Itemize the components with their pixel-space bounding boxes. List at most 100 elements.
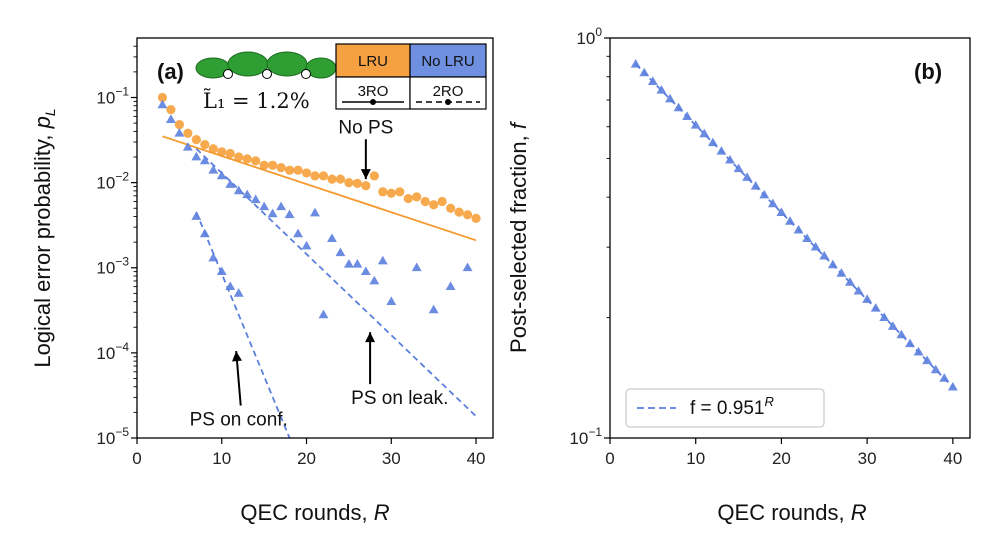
panel-a-y-label: Logical error probability, pL xyxy=(30,108,58,367)
panel-b-x-ticks: 0 10 20 30 40 xyxy=(605,438,962,468)
data-point xyxy=(462,262,473,272)
qubit-chain-icon xyxy=(195,51,337,79)
panel-a-x-tick-label: 10 xyxy=(212,449,231,468)
data-point xyxy=(879,312,890,321)
data-point xyxy=(233,288,244,297)
data-point xyxy=(887,321,898,330)
data-point xyxy=(225,148,235,159)
data-point xyxy=(208,252,219,262)
qubit-lobe-3 xyxy=(266,51,308,77)
panel-a-data-points xyxy=(157,92,481,319)
data-point xyxy=(182,142,193,151)
panel-a-x-label: QEC rounds, R xyxy=(240,500,389,525)
data-point xyxy=(725,154,735,164)
data-point xyxy=(165,114,176,123)
panel-a-y-ticks: 10−510−410−310−210−1 xyxy=(96,45,137,448)
panel-b-x-label-text: QEC rounds, xyxy=(717,500,850,525)
2ro-marker-sample xyxy=(445,99,451,105)
panel-b-x-label: QEC rounds, R xyxy=(717,500,866,525)
qubit-node-3 xyxy=(301,69,311,79)
data-point xyxy=(267,208,278,218)
data-point xyxy=(947,381,958,391)
panel-a-y-label-var: p xyxy=(30,116,55,129)
panel-b-y-label-text: Post-selected fraction, xyxy=(506,129,531,353)
data-point xyxy=(716,146,727,155)
panel-a-axes-frame xyxy=(136,37,494,439)
panel-a-y-tick-base: 10 xyxy=(96,88,115,107)
data-point xyxy=(216,266,227,276)
no-lru-label: No LRU xyxy=(421,53,474,70)
data-point xyxy=(690,120,701,129)
panel-a-x-tick-label: 0 xyxy=(132,449,141,468)
panel-b-legend-formula: f = 0.951 xyxy=(690,398,764,419)
data-point xyxy=(395,187,405,197)
panel-a-annotations: No PS PS on leak. PS on conf. xyxy=(190,117,449,430)
data-point xyxy=(845,277,855,286)
panel-a-y-label-sub: L xyxy=(42,108,58,116)
data-point xyxy=(199,155,210,165)
data-point xyxy=(471,213,481,223)
data-point xyxy=(913,346,924,356)
3ro-label: 3RO xyxy=(358,83,389,100)
qubit-node-1 xyxy=(223,69,233,79)
panel-a-label: (a) xyxy=(157,59,184,84)
data-point xyxy=(276,201,287,211)
data-point xyxy=(199,228,210,238)
panel-b-legend-box xyxy=(625,388,825,428)
data-point xyxy=(343,259,354,268)
data-point xyxy=(166,105,176,115)
data-point xyxy=(853,285,864,295)
data-point xyxy=(411,262,422,272)
data-point xyxy=(191,211,202,220)
lru-cell xyxy=(335,43,411,78)
data-point xyxy=(673,102,684,112)
panel-a-chart: 0 10 20 30 40 10−510−410−310−210−1 QEC round… xyxy=(30,37,494,525)
data-point xyxy=(251,156,261,166)
data-point xyxy=(208,164,219,174)
data-point xyxy=(665,93,675,103)
data-point xyxy=(310,207,320,217)
qubit-lobe-2 xyxy=(227,51,269,77)
data-point xyxy=(639,67,650,77)
data-point xyxy=(707,137,718,147)
data-point xyxy=(428,304,439,314)
data-point xyxy=(217,147,227,157)
data-point xyxy=(793,224,804,234)
data-point xyxy=(369,171,379,181)
panel-a-y-tick-label: 10−1 xyxy=(96,84,129,107)
data-point xyxy=(216,170,227,180)
panel-b-x-tick-label: 10 xyxy=(686,449,705,468)
data-point xyxy=(429,200,439,210)
fit-line xyxy=(635,63,954,388)
data-point xyxy=(268,160,278,170)
panel-b-x-label-var: R xyxy=(851,500,867,525)
data-point xyxy=(293,165,303,175)
annotation-label: PS on conf. xyxy=(190,410,288,431)
data-point xyxy=(403,193,413,204)
panel-a-y-tick-exponent: −5 xyxy=(115,425,129,439)
data-point xyxy=(310,171,320,181)
data-point xyxy=(352,259,363,268)
panel-a-x-ticks: 0 10 20 30 40 xyxy=(132,438,486,468)
data-point xyxy=(836,268,847,277)
data-point xyxy=(412,192,422,202)
panel-b-legend-exponent: R xyxy=(764,394,773,409)
annotation-arrow-head xyxy=(232,351,242,362)
annotation-label: PS on leak. xyxy=(351,388,448,409)
data-point xyxy=(225,179,236,188)
data-point xyxy=(259,160,269,170)
panel-b-y-tick-base: 10 xyxy=(576,29,595,48)
data-point xyxy=(183,128,193,138)
data-point xyxy=(157,99,168,109)
data-point xyxy=(802,233,813,243)
data-point xyxy=(344,178,354,188)
data-point xyxy=(750,181,761,190)
data-point xyxy=(301,168,312,178)
3ro-marker-sample xyxy=(370,99,376,105)
data-point xyxy=(360,266,371,276)
panel-a-y-tick-base: 10 xyxy=(96,174,115,193)
leakage-rate-label: L̃₁ = 1.2% xyxy=(203,89,310,113)
